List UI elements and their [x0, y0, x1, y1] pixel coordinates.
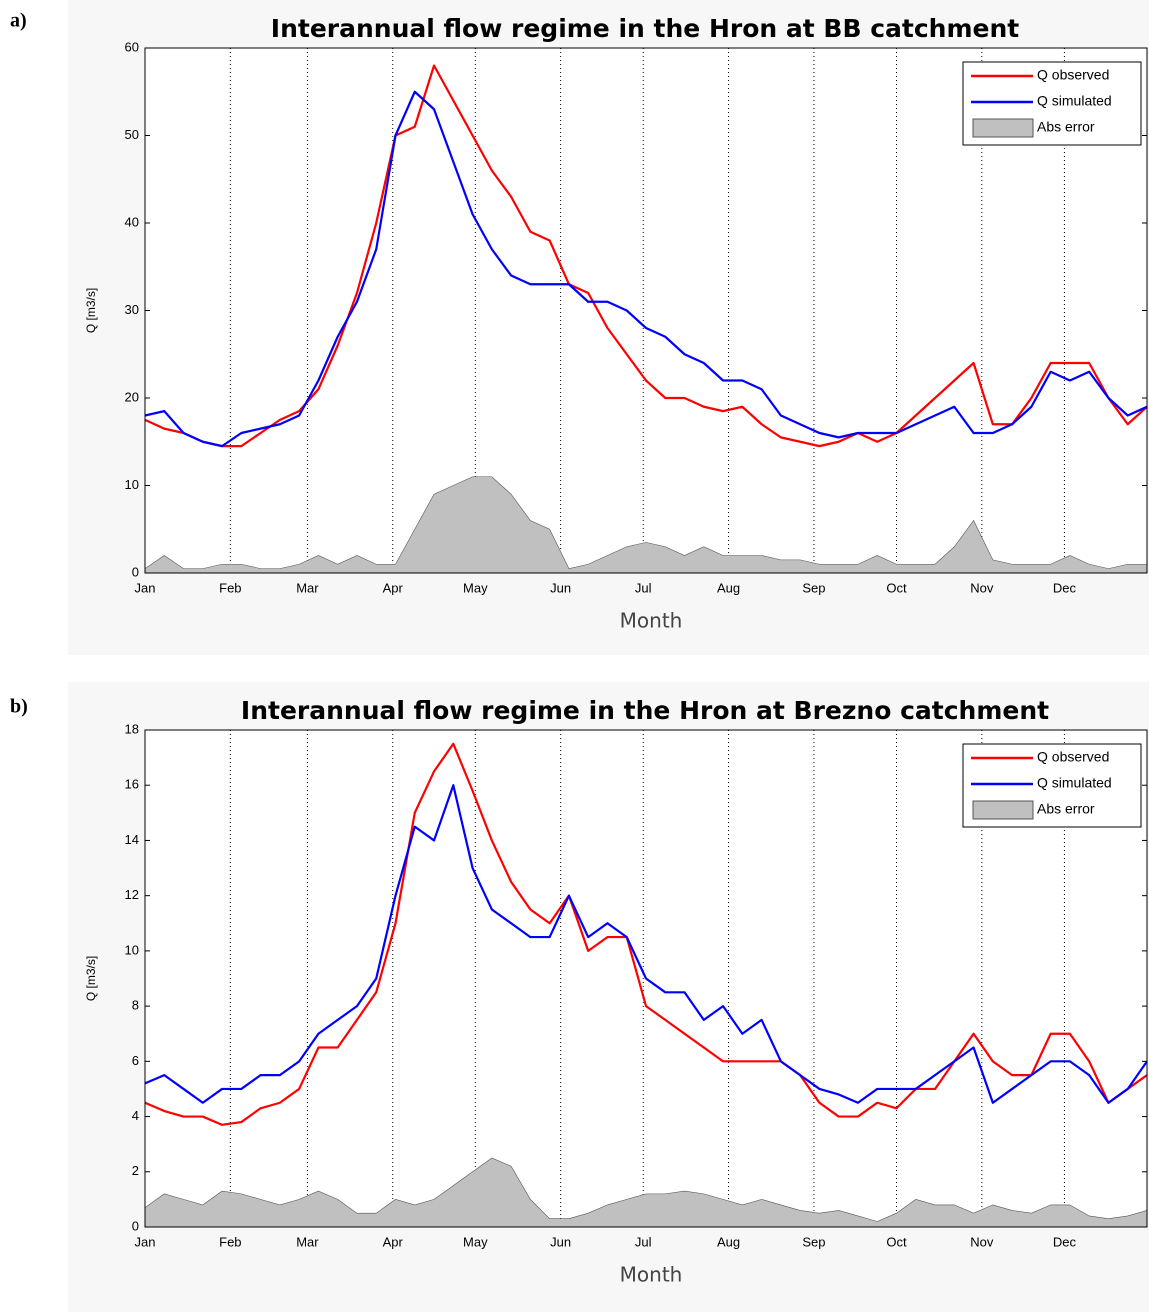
- legend-label: Q observed: [1037, 749, 1109, 765]
- x-tick-label: Jan: [135, 580, 156, 595]
- x-tick-label: Apr: [383, 580, 404, 595]
- legend-label: Q simulated: [1037, 775, 1112, 791]
- chart-title: Interannual flow regime in the Hron at B…: [271, 14, 1020, 43]
- x-tick-label: Nov: [970, 580, 994, 595]
- error-area: [144, 1157, 1148, 1228]
- y-tick-label: 60: [125, 39, 139, 54]
- x-tick-label: Jul: [635, 1234, 652, 1249]
- series-line: [144, 64, 1148, 448]
- x-axis-label: Month: [620, 609, 683, 633]
- legend-label: Abs error: [1037, 801, 1095, 817]
- x-tick-label: Jun: [550, 1234, 571, 1249]
- error-area: [144, 476, 1148, 574]
- x-tick-label: Dec: [1053, 580, 1077, 595]
- x-tick-label: Jun: [550, 580, 571, 595]
- y-tick-label: 8: [132, 998, 139, 1013]
- y-tick-label: 4: [132, 1108, 139, 1123]
- series-line: [144, 90, 1148, 448]
- x-tick-label: Sep: [802, 1234, 825, 1249]
- y-tick-label: 12: [125, 887, 139, 902]
- x-tick-label: Mar: [296, 580, 319, 595]
- y-tick-label: 0: [132, 564, 139, 579]
- x-tick-label: Nov: [970, 1234, 994, 1249]
- panel-label: b): [10, 696, 28, 718]
- x-tick-label: Mar: [296, 1234, 319, 1249]
- x-tick-label: Aug: [717, 580, 740, 595]
- y-tick-label: 10: [125, 942, 139, 957]
- x-tick-label: Dec: [1053, 1234, 1077, 1249]
- y-tick-label: 16: [125, 777, 139, 792]
- y-axis-label: Q [m3/s]: [84, 288, 98, 333]
- legend-label: Q observed: [1037, 67, 1109, 83]
- x-tick-label: May: [463, 580, 488, 595]
- y-tick-label: 14: [125, 832, 139, 847]
- y-tick-label: 0: [132, 1218, 139, 1233]
- y-tick-label: 18: [125, 721, 139, 736]
- x-tick-label: Jul: [635, 580, 652, 595]
- plot-frame: [144, 47, 1148, 574]
- x-tick-label: Feb: [219, 580, 241, 595]
- y-tick-label: 20: [125, 389, 139, 404]
- legend-swatch: [972, 800, 1034, 820]
- x-tick-label: Feb: [219, 1234, 241, 1249]
- y-tick-label: 10: [125, 477, 139, 492]
- y-tick-label: 30: [125, 302, 139, 317]
- y-tick-label: 40: [125, 214, 139, 229]
- series-line: [144, 784, 1148, 1104]
- panel-label: a): [10, 10, 27, 32]
- legend-label: Abs error: [1037, 119, 1095, 135]
- legend-swatch: [972, 118, 1034, 138]
- x-tick-label: Aug: [717, 1234, 740, 1249]
- x-tick-label: Oct: [886, 1234, 907, 1249]
- plot-frame: [144, 729, 1148, 1228]
- x-tick-label: Jan: [135, 1234, 156, 1249]
- x-tick-label: Sep: [802, 580, 825, 595]
- chart-title: Interannual flow regime in the Hron at B…: [241, 696, 1049, 725]
- x-axis-label: Month: [620, 1263, 683, 1287]
- y-tick-label: 6: [132, 1053, 139, 1068]
- legend-label: Q simulated: [1037, 93, 1112, 109]
- y-tick-label: 2: [132, 1163, 139, 1178]
- x-tick-label: Oct: [886, 580, 907, 595]
- y-axis-label: Q [m3/s]: [84, 956, 98, 1001]
- x-tick-label: Apr: [383, 1234, 404, 1249]
- series-line: [144, 742, 1148, 1126]
- y-tick-label: 50: [125, 127, 139, 142]
- x-tick-label: May: [463, 1234, 488, 1249]
